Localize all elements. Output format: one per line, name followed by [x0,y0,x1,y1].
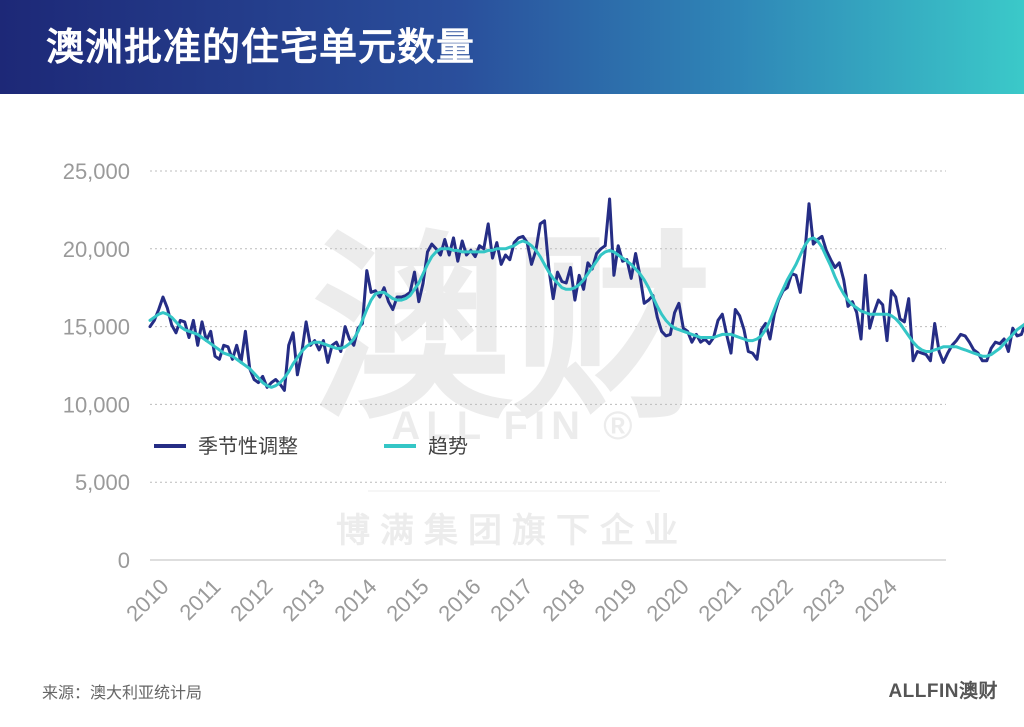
x-tick-label: 2017 [485,574,537,626]
watermark-sub: ALL FIN ® [391,404,638,448]
y-tick-label: 0 [118,548,130,573]
title-banner: 澳洲批准的住宅单元数量 [0,0,1024,94]
x-tick-label: 2019 [589,574,641,626]
x-tick-label: 2015 [381,574,433,626]
y-tick-label: 5,000 [75,470,130,495]
x-tick-label: 2023 [798,574,850,626]
x-tick-label: 2011 [174,574,225,625]
x-tick-label: 2018 [537,574,589,626]
x-tick-label: 2021 [694,574,746,626]
y-tick-label: 15,000 [63,315,130,340]
x-tick-label: 2024 [850,574,902,626]
source-note: 来源：澳大利亚统计局 [42,685,203,702]
page-title: 澳洲批准的住宅单元数量 [46,25,476,69]
series-line-trend [148,236,1024,389]
y-tick-label: 10,000 [63,392,130,417]
brand-logo: ALLFIN澳财 [888,681,998,702]
watermark-group: 博满集团旗下企业 [336,511,688,551]
x-tick-label: 2012 [225,574,277,626]
legend: 季节性调整 趋势 [154,435,468,458]
x-tick-label: 2014 [329,574,381,626]
x-tick-label: 2010 [121,574,173,626]
y-tick-label: 20,000 [63,237,130,262]
x-tick-label: 2016 [433,574,485,626]
legend-label-sa: 季节性调整 [198,435,298,458]
x-tick-label: 2020 [642,574,694,626]
watermark: 澳财 ALL FIN ® 博满集团旗下企业 [312,214,712,551]
x-tick-label: 2022 [746,574,798,626]
grid-lines [150,170,946,561]
series-lines [148,197,1024,392]
legend-label-trend: 趋势 [428,435,468,458]
y-axis-ticks: 0 5,000 10,000 15,000 20,000 25,000 [63,159,130,573]
line-chart: 澳财 ALL FIN ® 博满集团旗下企业 0 5,000 10,000 15,000… [63,159,1024,626]
x-tick-label: 2013 [277,574,329,626]
x-axis-ticks: 2010 2011 2012 2013 2014 2015 2016 2017 2018 2019… [121,574,902,626]
series-line-seasonally-adjusted [148,197,1024,392]
y-tick-label: 25,000 [63,159,130,184]
